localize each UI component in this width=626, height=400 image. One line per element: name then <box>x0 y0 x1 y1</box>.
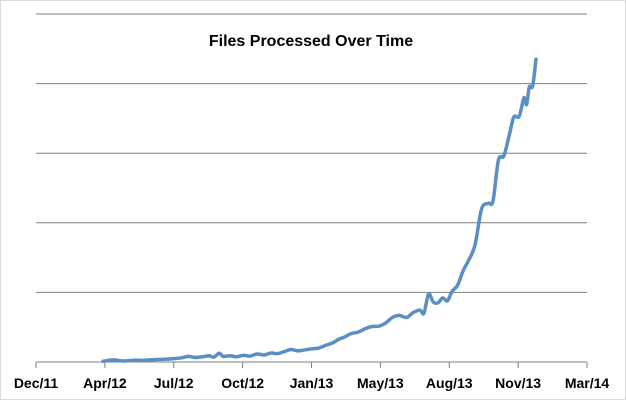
data-point <box>133 359 136 362</box>
data-point <box>497 159 500 162</box>
data-point <box>269 352 272 355</box>
data-point <box>418 309 421 312</box>
data-point <box>518 115 521 118</box>
data-point <box>405 316 408 319</box>
data-point <box>391 316 394 319</box>
x-tick-label: Dec/11 <box>14 375 59 391</box>
x-axis-tick-labels: Dec/11 Apr/12 Jul/12 Oct/12 Jan/13 May/13 Aug/… <box>14 375 610 391</box>
data-point <box>338 338 341 341</box>
data-point <box>384 322 387 325</box>
data-point <box>222 355 225 358</box>
data-point <box>290 348 293 351</box>
data-point <box>229 354 232 357</box>
x-tick-label: Jul/12 <box>154 375 194 391</box>
data-point <box>412 311 415 314</box>
data-point <box>525 103 528 106</box>
data-point <box>377 325 380 328</box>
data-point <box>218 352 221 355</box>
data-point <box>535 58 538 61</box>
data-point <box>451 290 454 293</box>
data-point <box>122 360 125 363</box>
data-point <box>427 293 430 296</box>
data-point <box>310 347 313 350</box>
x-tick-label: Oct/12 <box>221 375 264 391</box>
data-point <box>508 134 511 137</box>
data-point <box>242 354 245 357</box>
x-tick-label: Jan/13 <box>290 375 334 391</box>
x-tick-label: May/13 <box>357 375 404 391</box>
x-tick-label: Nov/13 <box>495 375 541 391</box>
data-point <box>512 116 515 119</box>
series-line <box>101 57 538 364</box>
data-point <box>371 325 374 328</box>
data-point <box>461 270 464 273</box>
data-point <box>194 356 197 359</box>
data-point <box>480 207 483 210</box>
x-tick-label: Apr/12 <box>83 375 127 391</box>
data-point <box>276 352 279 355</box>
data-point <box>163 358 166 361</box>
data-point <box>467 260 470 263</box>
data-point <box>437 301 440 304</box>
data-point <box>324 344 327 347</box>
data-point <box>212 356 215 359</box>
data-point <box>357 331 360 334</box>
x-axis-ticks <box>35 362 588 368</box>
data-point <box>102 360 105 363</box>
data-point <box>487 202 490 205</box>
gridlines <box>36 13 587 293</box>
x-tick-label: Mar/14 <box>565 375 610 391</box>
data-point <box>153 358 156 361</box>
data-point <box>522 96 525 99</box>
data-point <box>343 335 346 338</box>
data-point <box>180 356 183 359</box>
data-point <box>304 348 307 351</box>
data-point <box>350 332 353 335</box>
data-point <box>263 354 266 357</box>
data-point <box>249 355 252 358</box>
data-point <box>283 350 286 353</box>
data-point <box>331 341 334 344</box>
data-point <box>143 359 146 362</box>
data-point <box>296 349 299 352</box>
data-point <box>398 314 401 317</box>
data-point <box>441 297 444 300</box>
data-point <box>422 312 425 315</box>
series-points <box>102 58 538 363</box>
data-point <box>528 86 531 89</box>
data-point <box>432 301 435 304</box>
data-point <box>235 355 238 358</box>
data-point <box>473 244 476 247</box>
data-point <box>112 358 115 361</box>
data-point <box>364 327 367 330</box>
data-point <box>531 85 534 88</box>
x-tick-label: Aug/13 <box>426 375 473 391</box>
data-point <box>446 299 449 302</box>
chart-title: Files Processed Over Time <box>209 33 413 50</box>
data-point <box>187 355 190 358</box>
data-point <box>456 284 459 287</box>
data-point <box>208 354 211 357</box>
data-point <box>201 355 204 358</box>
data-point <box>173 357 176 360</box>
data-point <box>502 155 505 158</box>
data-point <box>255 353 258 356</box>
data-point <box>492 199 495 202</box>
data-point <box>317 347 320 350</box>
